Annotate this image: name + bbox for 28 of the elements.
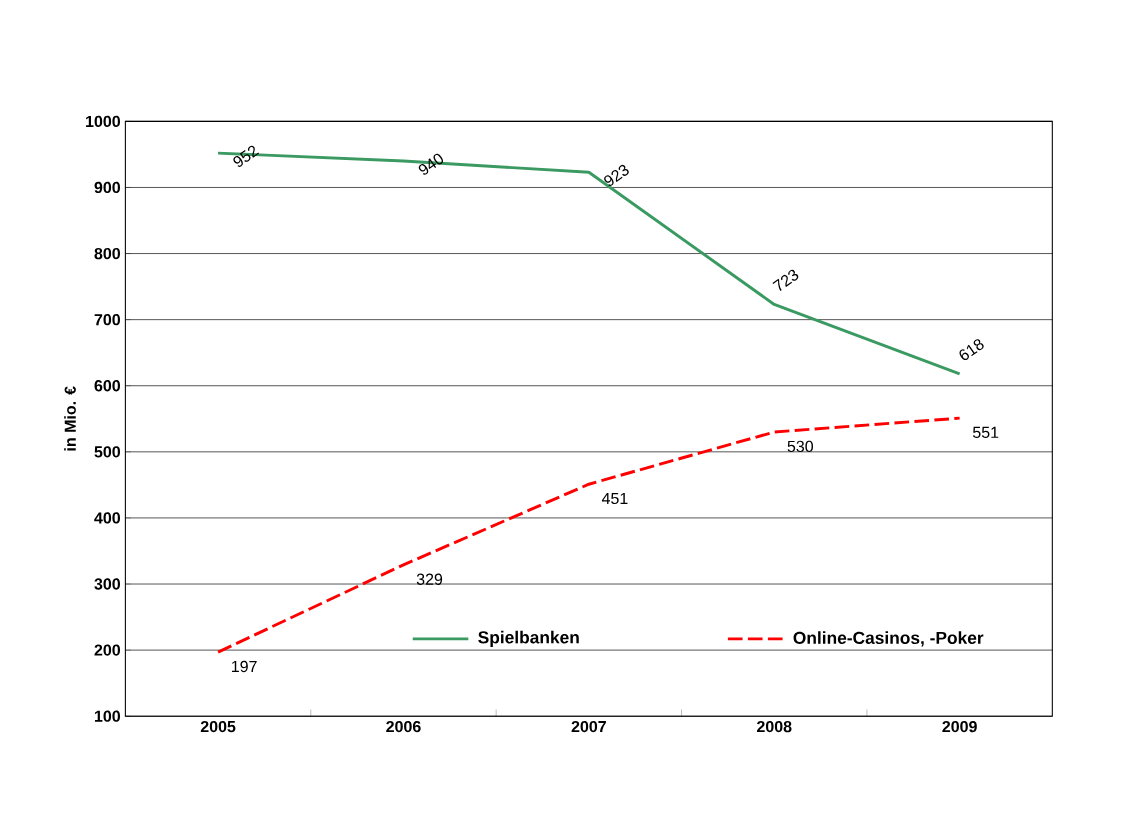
legend-label: Spielbanken [478, 631, 579, 648]
data-label: 723 [772, 270, 799, 292]
data-label: 530 [787, 440, 814, 453]
y-tick-label: 100 [94, 710, 120, 723]
data-label: 940 [418, 153, 444, 176]
y-tick-label: 1000 [86, 115, 120, 128]
y-tick-label: 400 [94, 512, 120, 524]
legend-label: Online-Casinos, -Poker [793, 631, 984, 647]
y-tick-label: 900 [94, 182, 120, 194]
y-axis-title: in Mio. € [64, 386, 76, 451]
x-tick-label: 2009 [942, 721, 977, 733]
x-tick-label: 2005 [200, 721, 236, 733]
data-label: 618 [959, 339, 984, 361]
y-tick-label: 700 [94, 314, 120, 326]
data-label: 451 [601, 493, 628, 505]
x-tick-label: 2007 [571, 721, 606, 733]
data-label: 952 [233, 145, 260, 168]
data-label: 329 [416, 573, 443, 586]
x-tick-label: 2006 [386, 721, 421, 733]
y-tick-label: 500 [94, 446, 120, 458]
y-tick-label: 200 [94, 644, 120, 656]
y-tick-label: 600 [94, 380, 120, 392]
data-label: 551 [972, 427, 999, 439]
data-label: 923 [604, 165, 629, 187]
x-tick-label: 2008 [757, 721, 792, 733]
y-tick-label: 300 [94, 578, 120, 590]
y-tick-label: 800 [94, 248, 120, 260]
data-label: 197 [232, 661, 257, 673]
